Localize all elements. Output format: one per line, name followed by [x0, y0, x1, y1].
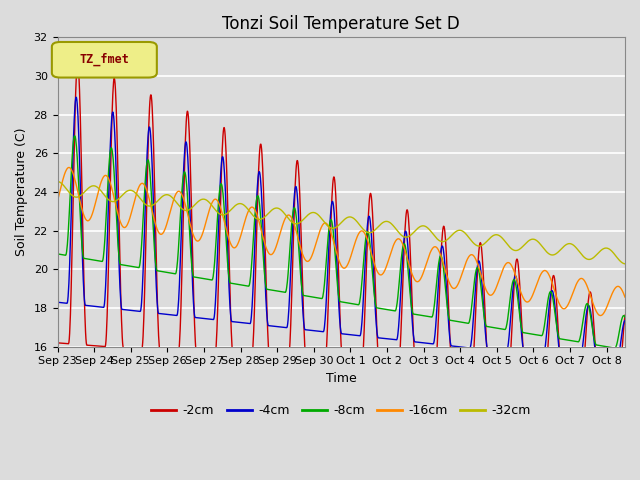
-8cm	[611, 345, 619, 351]
Line: -32cm: -32cm	[58, 181, 625, 264]
Line: -16cm: -16cm	[58, 168, 625, 315]
-32cm	[376, 222, 384, 228]
-8cm	[377, 306, 385, 312]
-16cm	[98, 177, 106, 183]
-8cm	[71, 133, 79, 139]
-32cm	[621, 261, 629, 267]
-8cm	[295, 245, 303, 251]
-16cm	[307, 256, 314, 262]
-32cm	[54, 179, 61, 184]
-2cm	[54, 340, 61, 346]
-16cm	[317, 226, 324, 232]
Text: TZ_fmet: TZ_fmet	[80, 52, 129, 66]
-16cm	[121, 225, 129, 230]
-16cm	[377, 272, 385, 278]
-16cm	[65, 165, 73, 170]
-16cm	[621, 294, 629, 300]
-2cm	[377, 366, 385, 372]
-2cm	[295, 168, 303, 174]
-4cm	[121, 307, 129, 312]
Line: -4cm: -4cm	[58, 97, 625, 364]
-32cm	[98, 189, 106, 194]
-4cm	[612, 361, 620, 367]
-4cm	[317, 328, 324, 334]
X-axis label: Time: Time	[326, 372, 356, 385]
-2cm	[74, 59, 81, 65]
-4cm	[98, 304, 106, 310]
-16cm	[295, 238, 303, 244]
-4cm	[295, 215, 303, 221]
-4cm	[377, 335, 385, 341]
-8cm	[54, 251, 61, 257]
-8cm	[621, 314, 629, 320]
-8cm	[121, 263, 129, 268]
-2cm	[98, 344, 106, 349]
-4cm	[621, 318, 629, 324]
-2cm	[317, 361, 324, 367]
Y-axis label: Soil Temperature (C): Soil Temperature (C)	[15, 128, 28, 256]
Title: Tonzi Soil Temperature Set D: Tonzi Soil Temperature Set D	[222, 15, 460, 33]
-4cm	[307, 327, 314, 333]
-16cm	[54, 198, 61, 204]
-8cm	[98, 259, 106, 264]
Line: -8cm: -8cm	[58, 136, 625, 348]
Line: -2cm: -2cm	[58, 62, 625, 387]
-2cm	[307, 360, 314, 366]
-32cm	[121, 190, 129, 196]
Legend: -2cm, -4cm, -8cm, -16cm, -32cm: -2cm, -4cm, -8cm, -16cm, -32cm	[147, 399, 536, 422]
-32cm	[294, 220, 302, 226]
-4cm	[54, 300, 61, 305]
-32cm	[316, 214, 324, 220]
-32cm	[306, 211, 314, 216]
-2cm	[621, 312, 629, 318]
-4cm	[72, 94, 80, 100]
-2cm	[121, 345, 129, 351]
-16cm	[596, 312, 604, 318]
-2cm	[614, 384, 621, 390]
-8cm	[317, 296, 324, 301]
FancyBboxPatch shape	[52, 42, 157, 78]
-8cm	[307, 294, 314, 300]
